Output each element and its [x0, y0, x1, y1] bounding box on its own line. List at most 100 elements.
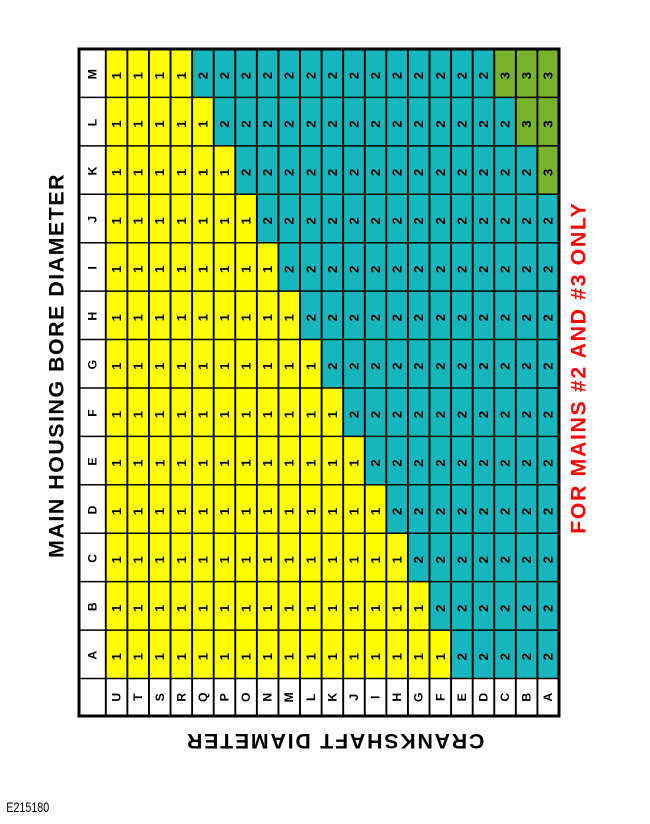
svg-text:1: 1: [152, 410, 167, 418]
svg-text:2: 2: [476, 508, 491, 515]
svg-text:2: 2: [390, 266, 405, 273]
svg-text:2: 2: [519, 459, 534, 466]
svg-text:1: 1: [195, 362, 210, 370]
svg-text:1: 1: [260, 362, 275, 370]
svg-text:1: 1: [260, 604, 275, 612]
svg-text:1: 1: [174, 168, 189, 176]
svg-text:2: 2: [325, 362, 340, 369]
svg-text:1: 1: [174, 604, 189, 612]
svg-text:1: 1: [195, 168, 210, 176]
svg-text:2: 2: [519, 508, 534, 515]
svg-text:2: 2: [476, 459, 491, 466]
svg-text:1: 1: [217, 410, 232, 418]
svg-text:2: 2: [454, 72, 469, 79]
svg-text:1: 1: [217, 362, 232, 370]
svg-text:2: 2: [411, 120, 426, 127]
svg-text:1: 1: [131, 71, 146, 79]
svg-text:1: 1: [260, 313, 275, 321]
svg-text:2: 2: [346, 266, 361, 273]
svg-text:K: K: [325, 693, 339, 702]
svg-text:1: 1: [131, 120, 146, 128]
svg-text:1: 1: [109, 217, 124, 225]
svg-text:2: 2: [541, 362, 556, 369]
svg-text:1: 1: [152, 313, 167, 321]
svg-text:1: 1: [303, 362, 318, 370]
svg-text:2: 2: [498, 508, 513, 515]
svg-text:2: 2: [519, 314, 534, 321]
svg-text:G: G: [412, 693, 426, 702]
svg-text:3: 3: [519, 72, 534, 79]
svg-text:1: 1: [174, 652, 189, 660]
svg-text:2: 2: [346, 72, 361, 79]
svg-text:1: 1: [325, 652, 340, 660]
svg-text:2: 2: [390, 314, 405, 321]
svg-text:2: 2: [454, 459, 469, 466]
svg-text:2: 2: [541, 217, 556, 224]
svg-text:2: 2: [260, 120, 275, 127]
svg-text:2: 2: [541, 459, 556, 466]
svg-text:T: T: [131, 693, 145, 701]
svg-text:1: 1: [174, 265, 189, 273]
svg-text:2: 2: [260, 169, 275, 176]
svg-text:M: M: [85, 69, 99, 79]
svg-text:2: 2: [498, 362, 513, 369]
svg-text:2: 2: [411, 217, 426, 224]
svg-text:2: 2: [498, 169, 513, 176]
svg-text:1: 1: [303, 652, 318, 660]
svg-text:1: 1: [239, 362, 254, 370]
svg-text:1: 1: [195, 507, 210, 515]
svg-text:2: 2: [325, 217, 340, 224]
svg-text:2: 2: [411, 556, 426, 563]
svg-text:I: I: [85, 266, 99, 269]
svg-text:D: D: [85, 505, 99, 514]
svg-text:2: 2: [239, 169, 254, 176]
svg-text:1: 1: [368, 507, 383, 515]
svg-text:1: 1: [260, 556, 275, 564]
svg-text:2: 2: [325, 120, 340, 127]
svg-text:S: S: [153, 693, 167, 701]
svg-text:2: 2: [476, 653, 491, 660]
svg-text:2: 2: [541, 314, 556, 321]
svg-text:1: 1: [131, 507, 146, 515]
svg-text:1: 1: [195, 459, 210, 467]
svg-text:2: 2: [239, 120, 254, 127]
svg-text:1: 1: [346, 652, 361, 660]
svg-text:1: 1: [109, 71, 124, 79]
svg-text:2: 2: [303, 217, 318, 224]
svg-text:2: 2: [303, 169, 318, 176]
svg-text:1: 1: [174, 217, 189, 225]
svg-text:1: 1: [109, 265, 124, 273]
svg-text:1: 1: [390, 556, 405, 564]
svg-text:2: 2: [498, 605, 513, 612]
svg-text:2: 2: [368, 217, 383, 224]
svg-text:J: J: [85, 216, 99, 223]
svg-text:1: 1: [239, 652, 254, 660]
svg-text:1: 1: [260, 265, 275, 273]
svg-text:1: 1: [390, 652, 405, 660]
svg-text:2: 2: [282, 266, 297, 273]
svg-text:2: 2: [476, 314, 491, 321]
svg-text:1: 1: [152, 168, 167, 176]
svg-text:2: 2: [325, 72, 340, 79]
svg-text:1: 1: [152, 217, 167, 225]
svg-text:2: 2: [325, 266, 340, 273]
svg-text:2: 2: [519, 605, 534, 612]
svg-text:1: 1: [131, 265, 146, 273]
svg-text:2: 2: [476, 556, 491, 563]
svg-text:2: 2: [454, 411, 469, 418]
svg-text:1: 1: [303, 410, 318, 418]
svg-text:1: 1: [131, 604, 146, 612]
svg-text:1: 1: [303, 459, 318, 467]
svg-text:1: 1: [174, 71, 189, 79]
svg-text:2: 2: [476, 362, 491, 369]
svg-text:1: 1: [303, 556, 318, 564]
svg-text:2: 2: [390, 120, 405, 127]
svg-text:2: 2: [390, 217, 405, 224]
svg-text:2: 2: [411, 72, 426, 79]
svg-text:1: 1: [152, 459, 167, 467]
svg-text:1: 1: [239, 604, 254, 612]
svg-text:1: 1: [282, 313, 297, 321]
svg-text:2: 2: [282, 169, 297, 176]
svg-text:1: 1: [174, 120, 189, 128]
svg-text:2: 2: [476, 411, 491, 418]
